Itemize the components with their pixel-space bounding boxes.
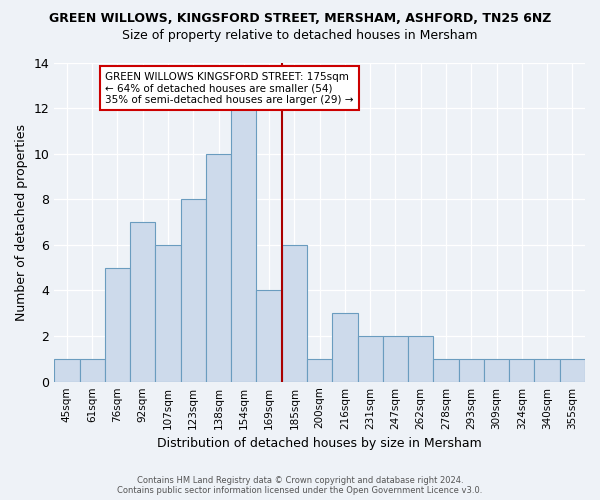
Bar <box>307 359 332 382</box>
Bar <box>484 359 509 382</box>
Bar <box>560 359 585 382</box>
Text: Size of property relative to detached houses in Mersham: Size of property relative to detached ho… <box>122 29 478 42</box>
Bar <box>181 200 206 382</box>
Bar <box>105 268 130 382</box>
Bar <box>535 359 560 382</box>
Bar <box>206 154 231 382</box>
Bar <box>282 245 307 382</box>
Bar <box>358 336 383 382</box>
Bar <box>458 359 484 382</box>
Bar <box>54 359 80 382</box>
Bar <box>231 86 256 382</box>
Bar <box>332 314 358 382</box>
Bar <box>155 245 181 382</box>
Bar <box>509 359 535 382</box>
Y-axis label: Number of detached properties: Number of detached properties <box>15 124 28 320</box>
Bar <box>383 336 408 382</box>
Text: Contains HM Land Registry data © Crown copyright and database right 2024.
Contai: Contains HM Land Registry data © Crown c… <box>118 476 482 495</box>
Bar <box>130 222 155 382</box>
Bar <box>80 359 105 382</box>
X-axis label: Distribution of detached houses by size in Mersham: Distribution of detached houses by size … <box>157 437 482 450</box>
Bar <box>256 290 282 382</box>
Text: GREEN WILLOWS, KINGSFORD STREET, MERSHAM, ASHFORD, TN25 6NZ: GREEN WILLOWS, KINGSFORD STREET, MERSHAM… <box>49 12 551 26</box>
Text: GREEN WILLOWS KINGSFORD STREET: 175sqm
← 64% of detached houses are smaller (54): GREEN WILLOWS KINGSFORD STREET: 175sqm ←… <box>105 72 353 105</box>
Bar <box>408 336 433 382</box>
Bar <box>433 359 458 382</box>
